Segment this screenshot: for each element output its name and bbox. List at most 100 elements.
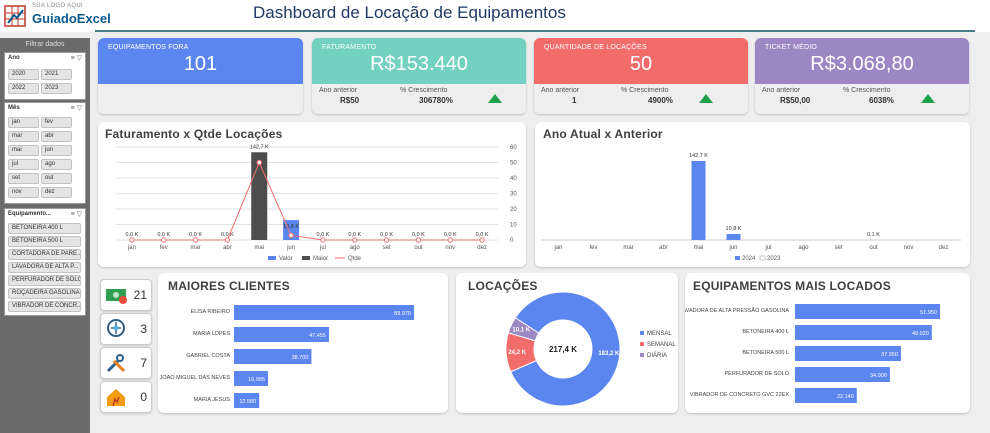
slicer-item-ago[interactable]: ago <box>41 159 72 170</box>
slicer-mes-label: Mês <box>8 105 20 111</box>
ano-comparativo-chart: jan fev mar abr mai jun jul ago set out nov dez 142,… <box>541 153 961 262</box>
y2-tick-label: 30 <box>510 192 517 198</box>
x-tick-label: dez <box>939 245 949 251</box>
data-label: 142,7 K <box>250 144 269 150</box>
kpi-value: R$3.068,80 <box>810 53 914 75</box>
data-label: 10,8 K <box>283 224 299 230</box>
legend-swatch-valor <box>268 256 276 260</box>
y2-tick-label: 0 <box>510 238 514 244</box>
x-tick-label: ago <box>350 245 361 251</box>
category-label: LAVADORA DE ALTA PRESSÃO GASOLINA <box>685 307 789 314</box>
slicer-item-mar[interactable]: mar <box>8 131 39 142</box>
legend-swatch <box>640 331 644 335</box>
slicer-item-equipamento[interactable]: VIBRADOR DE CONCR... <box>8 301 81 312</box>
ano-comparativo-panel: Ano Atual x Anterior jan fev mar abr mai jun j… <box>535 122 970 267</box>
clear-filter-icon[interactable]: ≡ ▽ <box>70 211 82 218</box>
slicer-item-2023[interactable]: 2023 <box>41 83 72 94</box>
data-label: 89.970 <box>394 311 411 317</box>
bar <box>795 304 940 319</box>
y2-tick-label: 20 <box>510 207 517 213</box>
x-tick-label: out <box>414 245 423 251</box>
data-label: 37.950 <box>881 352 898 358</box>
data-label: 0,0 K <box>348 232 361 238</box>
slicer-item-mai[interactable]: mai <box>8 145 39 156</box>
slicer-item-equipamento[interactable]: LAVADORA DE ALTA P... <box>8 262 81 273</box>
locacoes-donut-chart: 183,2 K 24,2 K 10,1 K 217,4 K MENSAL SEMANAL D… <box>505 291 676 407</box>
data-label: 16.995 <box>248 377 265 383</box>
x-tick-label: mai <box>694 245 704 251</box>
bar <box>234 393 260 408</box>
slicer-item-equipamento[interactable]: ROÇADEIRA GASOLINA <box>8 288 81 299</box>
slicer-item-equipamento[interactable]: CORTADORA DE PARE... <box>8 249 81 260</box>
slicer-item-nov[interactable]: nov <box>8 187 39 198</box>
slicer-item-jun[interactable]: jun <box>41 145 72 156</box>
x-tick-label: ago <box>798 245 809 251</box>
slicer-item-abr[interactable]: abr <box>41 131 72 142</box>
slicer-equipamento-label: Equipamento... <box>8 211 52 217</box>
qtde-point <box>224 237 231 243</box>
legend-swatch-2024 <box>735 256 740 260</box>
qtde-point <box>161 237 167 243</box>
qtde-point <box>256 159 262 166</box>
prev-year-label: Ano anterior <box>541 87 580 94</box>
slicer-ano: Ano ≡ ▽ 2020 2021 2022 2023 <box>4 52 86 100</box>
donut-slice <box>510 291 621 407</box>
clear-filter-icon[interactable]: ≡ ▽ <box>70 55 82 62</box>
slice-label: 24,2 K <box>508 350 526 356</box>
bar <box>795 367 890 382</box>
y2-tick-label: 50 <box>510 161 517 167</box>
data-label: 0,0 K <box>476 232 489 238</box>
category-label: PERFURADOR DE SOLO <box>725 371 790 377</box>
maiores-clientes-panel: MAIORES CLIENTES ELISA RIBEIRO 89.970 MARI… <box>158 273 448 413</box>
x-tick-label: jun <box>286 245 295 251</box>
filter-sidebar: Filtrar dados Ano ≡ ▽ 2020 2021 2022 2023… <box>0 38 90 433</box>
qtde-point <box>383 237 390 243</box>
map-pin-icon <box>107 319 125 337</box>
bar <box>234 327 329 342</box>
slicer-item-dez[interactable]: dez <box>41 187 72 198</box>
slicer-item-equipamento[interactable]: BETONEIRA 500 L <box>8 236 81 247</box>
counter-value: 7 <box>140 356 147 370</box>
category-label: ELISA RIBEIRO <box>191 309 231 315</box>
slicer-item-fev[interactable]: fev <box>41 117 72 128</box>
y2-tick-label: 60 <box>510 145 517 151</box>
data-label: 51.950 <box>920 310 937 316</box>
legend-label: Valor <box>279 256 293 262</box>
slicer-item-equipamento[interactable]: BETONEIRA 400 L <box>8 223 81 234</box>
category-label: MARIA LOPES <box>193 331 230 337</box>
legend-label: MENSAL <box>647 331 672 337</box>
legend-swatch <box>640 353 644 357</box>
growth-label: % Crescimento <box>621 87 669 94</box>
chart-title: LOCAÇÕES <box>468 279 538 293</box>
x-tick-label: jun <box>728 245 737 251</box>
bar <box>795 388 857 403</box>
slicer-item-jul[interactable]: jul <box>8 159 39 170</box>
growth-up-icon <box>488 94 502 103</box>
legend-label: SEMANAL <box>647 342 676 348</box>
slicer-item-out[interactable]: out <box>41 173 72 184</box>
slicer-item-set[interactable]: set <box>8 173 39 184</box>
counter-value: 0 <box>140 390 147 404</box>
chart-title: MAIORES CLIENTES <box>168 279 290 293</box>
kpi-value: 101 <box>183 53 218 75</box>
slicer-item-equipamento[interactable]: PERFURADOR DE SOLO <box>8 275 81 286</box>
growth-label: % Crescimento <box>400 87 448 94</box>
slicer-item-2021[interactable]: 2021 <box>41 69 72 80</box>
category-label: GABRIEL COSTA <box>186 353 230 359</box>
slicer-item-2022[interactable]: 2022 <box>8 83 39 94</box>
chart-title: Ano Atual x Anterior <box>543 127 663 141</box>
bar <box>234 371 269 386</box>
growth-up-icon <box>699 94 713 103</box>
category-label: MARIA JESUS <box>194 397 231 403</box>
x-tick-label: nov <box>904 245 914 251</box>
x-tick-label: abr <box>659 245 668 251</box>
data-label: 10,8 K <box>726 226 742 232</box>
slicer-mes: Mês ≡ ▽ jan fev mar abr mai jun jul ago set out nov… <box>4 102 86 204</box>
slicer-item-2020[interactable]: 2020 <box>8 69 39 80</box>
kpi-card-faturamento: FATURAMENTO R$153.440 Ano anterior R$50 … <box>312 38 526 114</box>
slicer-item-jan[interactable]: jan <box>8 117 39 128</box>
clear-filter-icon[interactable]: ≡ ▽ <box>70 105 82 112</box>
category-label: BETONEIRA 500 L <box>742 350 789 356</box>
qtde-point <box>352 237 358 243</box>
kpi-label: TICKET MÉDIO <box>765 44 818 51</box>
